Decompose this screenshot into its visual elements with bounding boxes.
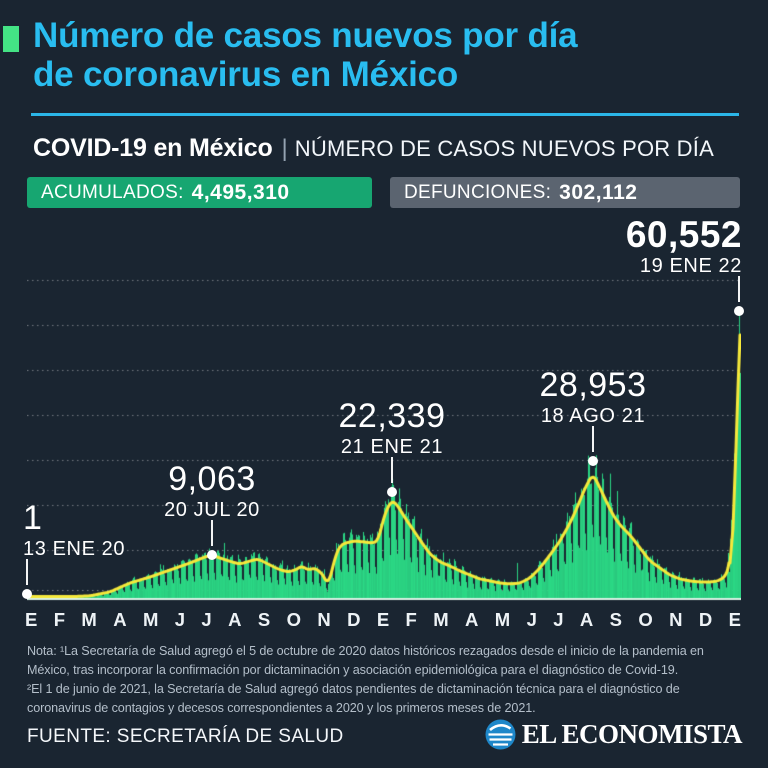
month-label: D (698, 609, 713, 630)
month-label: M (494, 609, 511, 630)
callout-dot (588, 455, 598, 466)
month-label: E (25, 609, 38, 630)
month-label: J (201, 609, 212, 630)
subtitle: COVID-19 en México | NÚMERO DE CASOS NUEVO… (33, 134, 743, 163)
daily-cases-bar-chart (27, 278, 741, 604)
callout-line (592, 425, 594, 452)
subtitle-rest: NÚMERO DE CASOS NUEVOS POR DÍA (294, 136, 714, 161)
annotation-value: 28,953 (539, 365, 647, 404)
annotation-date: 21 ENE 21 (340, 436, 444, 459)
month-label: O (286, 609, 301, 630)
annotation-13-ene-20: 1 13 ENE 20 (23, 498, 125, 560)
accent-square (3, 26, 19, 52)
title-line-1: Número de casos nuevos por día (33, 16, 578, 55)
stat-badges: ACUMULADOS: 4,495,310 DEFUNCIONES: 302,1… (27, 177, 740, 208)
callout-dot (387, 487, 397, 498)
month-label: J (174, 609, 186, 630)
annotation-value: 9,063 (168, 460, 256, 499)
month-label: A (465, 609, 479, 630)
month-label: S (609, 609, 623, 630)
month-label: O (638, 609, 653, 630)
month-label: J (526, 609, 537, 630)
month-label: E (728, 609, 741, 630)
annotation-date: 20 JUL 20 (164, 499, 260, 522)
callout-dot (207, 550, 217, 561)
callout-line (391, 457, 393, 484)
month-label: S (257, 609, 271, 630)
annotation-date: 19 ENE 22 (639, 255, 742, 278)
month-label: M (142, 609, 159, 630)
annotation-value: 1 (23, 499, 43, 537)
annotation-value: 22,339 (338, 397, 446, 436)
el-economista-logo-icon (485, 719, 516, 750)
footnote-line-2: ²El 1 de junio de 2021, la Secretaría de… (27, 681, 680, 715)
annotation-18-ago-21: 28,953 18 AGO 21 (540, 365, 647, 427)
annotation-value: 60,552 (625, 214, 742, 256)
month-label: E (376, 609, 390, 630)
annotation-19-ene-22-record: 60,552 19 ENE 22 (625, 214, 742, 278)
month-label: F (405, 609, 417, 630)
month-label: A (579, 609, 594, 630)
month-label: J (553, 609, 564, 630)
callout-line (211, 520, 213, 547)
month-label: M (81, 609, 97, 630)
month-label: N (317, 609, 331, 630)
callout-line (738, 276, 740, 303)
callout-dot (22, 589, 32, 599)
month-label: A (113, 609, 127, 630)
source-text: FUENTE: SECRETARÍA DE SALUD (27, 726, 344, 747)
month-label: M (433, 609, 449, 630)
el-economista-logo: EL ECONOMISTA (485, 719, 743, 750)
subtitle-bold: COVID-19 en México (33, 134, 273, 162)
page-title: Número de casos nuevos por día de corona… (33, 16, 578, 94)
month-label: F (53, 609, 66, 630)
title-underline (31, 113, 739, 116)
footnote: Nota: ¹La Secretaría de Salud agregó el … (27, 642, 741, 718)
badge-defunciones-value: 302,112 (559, 180, 638, 204)
month-label: A (228, 609, 242, 630)
badge-defunciones: DEFUNCIONES: 302,112 (390, 177, 740, 208)
month-label: N (669, 609, 683, 630)
footnote-line-1: Nota: ¹La Secretaría de Salud agregó el … (27, 644, 704, 677)
annotation-date: 13 ENE 20 (23, 538, 126, 560)
annotation-21-ene-21: 22,339 21 ENE 21 (339, 396, 446, 458)
callout-line (26, 559, 28, 585)
subtitle-separator: | (281, 135, 288, 162)
badge-defunciones-label: DEFUNCIONES: (404, 181, 552, 203)
annotation-date: 18 AGO 21 (540, 404, 646, 427)
badge-acumulados-value: 4,495,310 (191, 180, 290, 204)
month-label: D (347, 609, 361, 630)
callout-dot (734, 306, 744, 317)
badge-acumulados-label: ACUMULADOS: (41, 181, 184, 203)
annotation-20-jul-20: 9,063 20 JUL 20 (164, 459, 260, 521)
badge-acumulados: ACUMULADOS: 4,495,310 (27, 177, 372, 208)
title-line-2: de coronavirus en México (33, 55, 459, 94)
el-economista-logo-text: EL ECONOMISTA (521, 719, 743, 749)
